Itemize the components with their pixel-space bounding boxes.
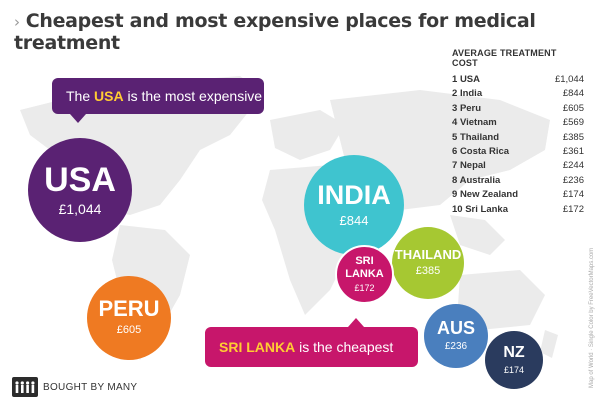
bubble-sri-lanka-value: £172 xyxy=(354,282,375,293)
landmass-southeast-asia xyxy=(450,215,505,255)
cost-table-row: 1 USA £1,044 xyxy=(452,73,584,87)
cost-table-rank: 2 xyxy=(452,88,458,100)
bubble-india-value: £844 xyxy=(339,212,369,228)
logo-icon xyxy=(12,377,38,397)
callout-cheapest-post: is the cheapest xyxy=(295,339,394,355)
cost-table-cost: £174 xyxy=(562,189,584,201)
callout-cheapest-pointer xyxy=(348,318,364,327)
bought-by-many-logo: BOUGHT BY MANY xyxy=(12,377,137,397)
cost-table-cost: £244 xyxy=(562,160,584,172)
bubble-india-label: INDIA xyxy=(317,179,391,210)
cost-table-cost: £569 xyxy=(562,117,584,129)
cost-table-rank: 3 xyxy=(452,102,458,114)
cost-table-country-name: USA xyxy=(459,74,480,85)
cost-table-country-name: India xyxy=(459,88,483,100)
cost-table-cost: £236 xyxy=(562,174,584,186)
callout-most-expensive: The USA is the most expensive xyxy=(52,78,264,114)
cost-table-row: 5 Thailand £385 xyxy=(452,131,584,145)
cost-table-country: 2 India xyxy=(452,87,482,101)
cost-table-rank: 7 xyxy=(452,160,458,172)
cost-table-country-name: Costa Rica xyxy=(459,145,510,157)
callout-cheapest-highlight: SRI LANKA xyxy=(219,339,296,355)
cost-table-row: 9 New Zealand £174 xyxy=(452,188,584,202)
landmass-europe xyxy=(270,110,345,160)
cost-table-country-name: Peru xyxy=(459,102,482,114)
cost-table-country: 7 Nepal xyxy=(452,159,486,173)
cost-table-cost: £361 xyxy=(562,145,584,157)
cost-table-cost: £1,044 xyxy=(554,74,584,85)
cost-table-row: 8 Australia £236 xyxy=(452,174,584,188)
chart-title-text: Cheapest and most expensive places for m… xyxy=(14,10,536,54)
bubble-sri-lanka-label: SRI LANKA xyxy=(345,255,384,281)
callout-most-expensive-highlight: USA xyxy=(94,88,124,104)
chevron-right-icon: › xyxy=(14,13,20,31)
callout-most-expensive-pre: The xyxy=(66,88,95,104)
landmass-new-zealand xyxy=(540,330,558,358)
cost-table-country-name: Vietnam xyxy=(459,117,497,129)
cost-table-rank: 8 xyxy=(452,174,458,186)
cost-table-cost: £172 xyxy=(562,203,584,215)
bubble-india: INDIA £844 xyxy=(304,155,404,255)
cost-table-rows: 1 USA £1,044 2 India £844 3 Peru £605 4 Vietna… xyxy=(452,73,584,217)
cost-table-rank: 5 xyxy=(452,131,458,143)
cost-table-rank: 10 xyxy=(452,203,463,215)
cost-table-rank: 4 xyxy=(452,117,458,129)
bubble-aus-value: £236 xyxy=(444,341,468,352)
cost-table-row: 7 Nepal £244 xyxy=(452,159,584,173)
bubble-thailand: THAILAND £385 xyxy=(392,227,464,299)
callout-most-expensive-pointer xyxy=(70,114,86,123)
bubble-usa: USA £1,044 xyxy=(28,138,132,242)
cost-table-header: AVERAGE TREATMENT COST xyxy=(452,48,557,68)
bubble-sri-lanka: SRI LANKA £172 xyxy=(335,245,394,304)
bubble-nz-label: NZ xyxy=(503,343,525,361)
cost-table-country: 1 USA xyxy=(452,73,480,87)
cost-table-country-name: Australia xyxy=(459,174,501,186)
cost-table-country: 8 Australia xyxy=(452,174,500,188)
cost-table-country-name: Thailand xyxy=(459,131,499,143)
cost-table-cost: £844 xyxy=(562,88,584,100)
cost-table-country-name: Sri Lanka xyxy=(465,203,508,215)
bubble-usa-value: £1,044 xyxy=(58,200,102,217)
cost-table-rank: 9 xyxy=(452,189,458,201)
bubble-usa-label: USA xyxy=(44,160,116,199)
bubble-thailand-value: £385 xyxy=(415,264,441,277)
cost-table-cost: £385 xyxy=(562,131,584,143)
cost-table-row: 2 India £844 xyxy=(452,87,584,101)
cost-table-row: 3 Peru £605 xyxy=(452,102,584,116)
bubble-peru-value: £605 xyxy=(116,324,142,337)
cost-table-rank: 1 xyxy=(452,74,458,85)
cost-table-row: 6 Costa Rica £361 xyxy=(452,145,584,159)
bubble-peru: PERU £605 xyxy=(87,276,171,360)
bubble-nz-value: £174 xyxy=(503,364,525,375)
cost-table-country-name: Nepal xyxy=(459,160,486,172)
bubble-aus: AUS £236 xyxy=(424,304,488,368)
callout-cheapest: SRI LANKA is the cheapest xyxy=(205,327,418,367)
callout-most-expensive-post: is the most expensive xyxy=(123,88,263,104)
cost-table-country: 3 Peru xyxy=(452,102,481,116)
bubble-thailand-label: THAILAND xyxy=(394,246,462,262)
logo-text: BOUGHT BY MANY xyxy=(43,381,138,393)
cost-table-row: 4 Vietnam £569 xyxy=(452,116,584,130)
cost-table-country: 10 Sri Lanka xyxy=(452,203,508,217)
bubble-peru-label: PERU xyxy=(98,296,160,322)
cost-table-country: 5 Thailand xyxy=(452,131,499,145)
cost-table-country: 9 New Zealand xyxy=(452,188,518,202)
cost-table-rank: 6 xyxy=(452,145,458,157)
bubble-nz: NZ £174 xyxy=(485,331,543,389)
bubble-aus-label: AUS xyxy=(436,318,475,338)
cost-table-cost: £605 xyxy=(562,102,584,114)
cost-table-country: 6 Costa Rica xyxy=(452,145,509,159)
cost-table-row: 10 Sri Lanka £172 xyxy=(452,203,584,217)
map-credit: Map of World · Single Color by FreeVecto… xyxy=(589,247,595,388)
chart-title: › Cheapest and most expensive places for … xyxy=(14,10,600,54)
cost-table: AVERAGE TREATMENT COST 1 USA £1,044 2 Indi… xyxy=(452,48,584,217)
cost-table-country: 4 Vietnam xyxy=(452,116,497,130)
cost-table-country-name: New Zealand xyxy=(459,189,519,201)
